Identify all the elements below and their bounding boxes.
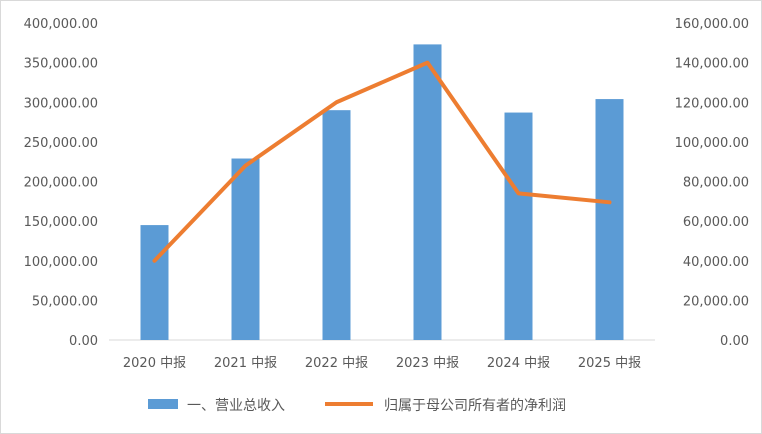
bar-series xyxy=(140,44,624,341)
category-axis: 2020 中报 2021 中报 2022 中报 2023 中报 2024 中报 2025 … xyxy=(123,356,641,371)
right-tick-label: 140,000.00 xyxy=(675,57,749,72)
left-tick-label: 200,000.00 xyxy=(24,176,98,191)
legend-label-line: 归属于母公司所有者的净利润 xyxy=(384,397,566,414)
right-tick-label: 20,000.00 xyxy=(683,294,749,309)
category-label: 2025 中报 xyxy=(578,356,641,371)
category-label: 2024 中报 xyxy=(487,356,550,371)
line-point xyxy=(427,62,428,64)
legend-label-bar: 一、营业总收入 xyxy=(187,398,285,414)
right-tick-label: 40,000.00 xyxy=(683,255,749,270)
right-tick-label: 100,000.00 xyxy=(675,136,749,151)
left-tick-label: 350,000.00 xyxy=(24,57,98,72)
bar xyxy=(504,112,533,341)
bar xyxy=(322,110,351,340)
legend-swatch-bar xyxy=(148,399,178,409)
left-tick-label: 400,000.00 xyxy=(24,17,98,32)
line-point xyxy=(609,201,610,203)
line-series xyxy=(152,60,612,263)
line-point xyxy=(154,260,155,262)
left-tick-label: 250,000.00 xyxy=(24,136,98,151)
right-axis: 0.00 20,000.00 40,000.00 60,000.00 80,000.00… xyxy=(675,17,749,349)
line-path xyxy=(152,60,612,263)
right-tick-label: 120,000.00 xyxy=(675,96,749,111)
category-label: 2020 中报 xyxy=(123,356,186,371)
left-tick-label: 50,000.00 xyxy=(32,294,98,309)
left-tick-label: 150,000.00 xyxy=(24,215,98,230)
left-tick-label: 0.00 xyxy=(69,334,98,349)
right-tick-label: 0.00 xyxy=(720,334,749,349)
left-tick-label: 100,000.00 xyxy=(24,255,98,270)
bar xyxy=(595,99,624,340)
bar xyxy=(140,225,169,340)
line-point xyxy=(518,192,519,194)
bar xyxy=(231,158,260,340)
right-tick-label: 80,000.00 xyxy=(683,176,749,191)
left-tick-label: 300,000.00 xyxy=(24,96,98,111)
legend: 一、营业总收入 归属于母公司所有者的净利润 xyxy=(148,397,566,414)
left-axis: 0.00 50,000.00 100,000.00 150,000.00 200,000… xyxy=(24,17,98,349)
category-label: 2022 中报 xyxy=(305,356,368,371)
right-tick-label: 160,000.00 xyxy=(675,17,749,32)
line-point xyxy=(245,165,246,167)
bar xyxy=(413,44,442,341)
category-label: 2023 中报 xyxy=(396,356,459,371)
category-label: 2021 中报 xyxy=(214,356,277,371)
right-tick-label: 60,000.00 xyxy=(683,215,749,230)
line-point xyxy=(336,101,337,103)
